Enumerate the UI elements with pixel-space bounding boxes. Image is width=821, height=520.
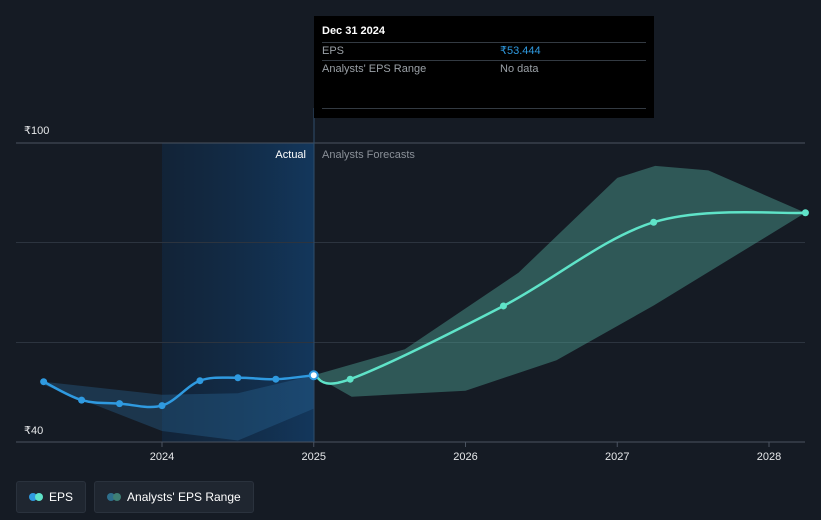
legend-dot — [29, 493, 37, 501]
tooltip-divider — [322, 108, 646, 109]
tooltip-range-label: Analysts' EPS Range — [322, 63, 427, 75]
eps-hover-point[interactable] — [308, 370, 319, 381]
eps-range-legend-swatch-icon — [107, 493, 122, 501]
tooltip-date: Dec 31 2024 — [322, 25, 385, 37]
legend: EPS Analysts' EPS Range — [16, 481, 254, 513]
eps-actual-point[interactable] — [158, 402, 166, 410]
eps-actual-point[interactable] — [40, 378, 48, 386]
legend-eps-range-button[interactable]: Analysts' EPS Range — [94, 481, 254, 513]
actual-region-label: Actual — [275, 149, 306, 161]
tooltip-range-value: No data — [500, 63, 539, 75]
y-tick-label-top: ₹100 — [24, 125, 49, 137]
tooltip-row-eps: EPS ₹53.444 — [322, 42, 646, 60]
tooltip-row-range: Analysts' EPS Range No data — [322, 60, 646, 78]
legend-eps-label: EPS — [49, 490, 74, 504]
eps-actual-point[interactable] — [272, 375, 280, 383]
eps-forecast-point[interactable] — [650, 218, 658, 226]
forecast-region-label: Analysts Forecasts — [322, 149, 415, 161]
eps-actual-point[interactable] — [234, 374, 242, 382]
eps-actual-point[interactable] — [78, 396, 86, 404]
x-tick-label: 2028 — [757, 451, 781, 463]
eps-forecast-point[interactable] — [346, 375, 354, 383]
legend-eps-button[interactable]: EPS — [16, 481, 87, 513]
x-tick-label: 2026 — [453, 451, 477, 463]
eps-legend-swatch-icon — [29, 493, 43, 501]
legend-dot — [107, 493, 116, 501]
tooltip: Dec 31 2024 EPS ₹53.444 Analysts' EPS Ra… — [314, 16, 654, 118]
legend-dot — [35, 493, 43, 501]
legend-dot — [113, 493, 122, 501]
eps-forecast-point[interactable] — [801, 209, 809, 217]
y-tick-label-bottom: ₹40 — [24, 425, 43, 437]
eps-range-actual-band — [43, 375, 314, 441]
x-tick-label: 2025 — [302, 451, 326, 463]
eps-forecast-point[interactable] — [499, 302, 507, 310]
tooltip-eps-value: ₹53.444 — [500, 45, 541, 57]
x-tick-label: 2024 — [150, 451, 174, 463]
eps-actual-point[interactable] — [116, 400, 124, 408]
x-tick-label: 2027 — [605, 451, 629, 463]
eps-actual-point[interactable] — [196, 377, 204, 385]
legend-eps-range-label: Analysts' EPS Range — [127, 490, 241, 504]
actual-region-background — [162, 143, 314, 442]
eps-chart: ₹100 ₹40 Actual Analysts Forecasts 2024 2… — [16, 108, 809, 463]
tooltip-eps-label: EPS — [322, 45, 345, 57]
